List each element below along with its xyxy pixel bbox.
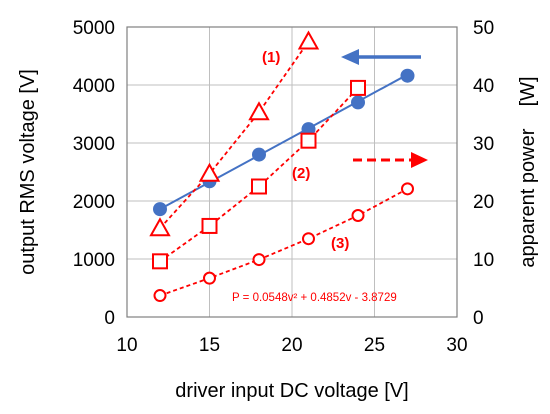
plot-frame [126, 26, 458, 318]
left-axis-arrow [341, 49, 421, 65]
y-left-tick-label: 4000 [73, 76, 115, 97]
x-tick-label: 10 [116, 335, 137, 356]
x-tick-label: 15 [199, 335, 220, 356]
y-right-tick-label: 20 [473, 192, 494, 213]
data-point [153, 289, 167, 303]
data-point [301, 122, 316, 137]
series-layer [149, 30, 415, 303]
y-right-tick-label: 0 [473, 308, 484, 329]
data-point [350, 79, 366, 96]
data-point [152, 253, 168, 270]
x-tick-label: 25 [364, 335, 385, 356]
y-right-tick-label: 30 [473, 134, 494, 155]
right-axis-arrow [353, 152, 428, 168]
data-point [351, 209, 365, 222]
x-tick-labels: 10 15 20 25 30 [116, 335, 467, 356]
series-line [159, 40, 310, 229]
fit-formula: P = 0.0548v² + 0.4852v - 3.8729 [232, 292, 397, 304]
data-point [248, 101, 270, 121]
data-point [252, 253, 266, 267]
y-left-tick-label: 2000 [73, 192, 115, 213]
y-right-axis-title: apparent power [W] [517, 76, 539, 267]
series-line [159, 73, 408, 210]
data-point [153, 202, 167, 217]
data-point [149, 217, 171, 237]
y-left-tick-label: 1000 [73, 250, 115, 271]
series-0 [153, 68, 415, 217]
y-left-axis-title: output RMS voltage [V] [17, 69, 39, 275]
data-point [401, 182, 414, 196]
data-point [351, 95, 365, 110]
data-point [400, 68, 415, 83]
y-right-tick-label: 10 [473, 250, 494, 271]
series-1-label: (1) [262, 49, 280, 66]
y-left-tick-labels: 0 1000 2000 3000 4000 5000 [73, 18, 115, 329]
data-point [203, 271, 216, 285]
data-point [252, 147, 266, 162]
series-line [159, 188, 408, 297]
data-point [198, 162, 221, 182]
y-right-tick-label: 50 [473, 18, 494, 39]
y-right-tick-labels: 0 10 20 30 40 50 [473, 18, 494, 329]
x-axis-title: driver input DC voltage [V] [175, 380, 408, 402]
y-left-tick-label: 3000 [73, 134, 115, 155]
x-tick-label: 20 [281, 335, 302, 356]
data-point [297, 30, 320, 50]
series-2 [152, 79, 366, 270]
y-right-tick-label: 40 [473, 76, 494, 97]
series-1 [149, 30, 320, 237]
data-point [302, 232, 315, 246]
series-2-label: (2) [292, 165, 310, 182]
y-left-tick-label: 0 [104, 308, 115, 329]
data-point [201, 217, 218, 234]
data-point [251, 178, 267, 195]
series-3 [153, 182, 414, 303]
series-3-label: (3) [331, 235, 349, 252]
data-point [300, 132, 317, 149]
x-tick-label: 30 [446, 335, 467, 356]
y-left-tick-label: 5000 [73, 18, 115, 39]
